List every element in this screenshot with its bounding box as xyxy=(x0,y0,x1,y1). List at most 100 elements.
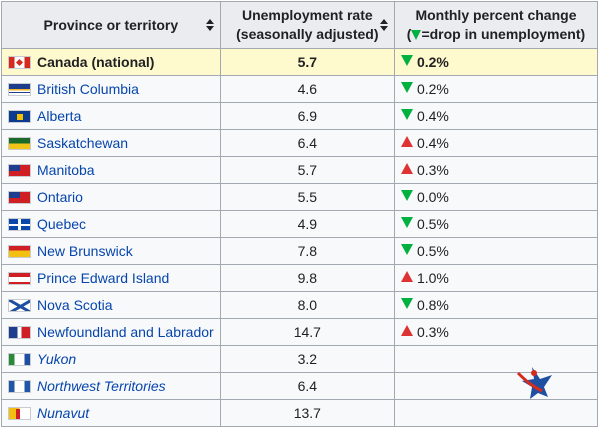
province-cell: Canada (national) xyxy=(1,48,221,76)
change-cell: 0.5% xyxy=(393,237,599,265)
up-triangle-icon xyxy=(400,271,413,282)
change-value: 0.2% xyxy=(416,54,449,70)
rate-cell: 5.5 xyxy=(219,183,395,211)
prince-edward-island-flag-icon[interactable] xyxy=(8,272,31,285)
table-row: Quebec 4.9 0.5% xyxy=(1,210,599,238)
province-link[interactable]: Yukon xyxy=(37,351,77,367)
province-cell: Saskatchewan xyxy=(1,129,221,157)
rate-header-line2: (seasonally adjusted) xyxy=(236,26,379,42)
rate-cell: 6.4 xyxy=(219,129,395,157)
province-link[interactable]: Nova Scotia xyxy=(37,297,113,313)
table-row: Nova Scotia 8.0 0.8% xyxy=(1,291,599,319)
down-triangle-icon xyxy=(411,30,422,40)
table-row: British Columbia 4.6 0.2% xyxy=(1,75,599,103)
down-triangle-icon xyxy=(400,244,413,255)
nova-scotia-flag-icon[interactable] xyxy=(8,299,31,312)
province-link[interactable]: Saskatchewan xyxy=(37,135,129,151)
alberta-flag-icon[interactable] xyxy=(8,110,31,123)
sort-icon[interactable] xyxy=(379,19,388,31)
change-cell: 0.4% xyxy=(393,129,599,157)
province-link[interactable]: Prince Edward Island xyxy=(37,270,170,286)
change-cell: 1.0% xyxy=(393,264,599,292)
change-value: 0.5% xyxy=(416,243,449,259)
nunavut-flag-icon[interactable] xyxy=(8,407,31,420)
change-header-line2-suffix: =drop in unemployment) xyxy=(421,26,586,42)
quebec-flag-icon[interactable] xyxy=(8,218,31,231)
new-brunswick-flag-icon[interactable] xyxy=(8,245,31,258)
british-columbia-flag-icon[interactable] xyxy=(8,83,31,96)
table-row: Alberta 6.9 0.4% xyxy=(1,102,599,130)
up-triangle-icon xyxy=(400,325,413,336)
northwest-territories-flag-icon[interactable] xyxy=(8,380,31,393)
change-header-line2-prefix: ( xyxy=(406,26,412,42)
change-cell: 0.3% xyxy=(393,318,599,346)
change-value: 0.4% xyxy=(416,135,449,151)
province-link[interactable]: Canada (national) xyxy=(37,54,155,70)
down-triangle-icon xyxy=(400,217,413,228)
province-cell: New Brunswick xyxy=(1,237,221,265)
saskatchewan-flag-icon[interactable] xyxy=(8,137,31,150)
province-link[interactable]: New Brunswick xyxy=(37,243,133,259)
change-cell: 0.0% xyxy=(393,183,599,211)
province-link[interactable]: British Columbia xyxy=(37,81,139,97)
rate-header-line1: Unemployment rate xyxy=(241,7,373,23)
table-row: Northwest Territories 6.4 xyxy=(1,372,599,400)
change-cell xyxy=(393,399,599,427)
province-cell: Newfoundland and Labrador xyxy=(1,318,221,346)
province-link[interactable]: Northwest Territories xyxy=(37,378,166,394)
province-cell: Yukon xyxy=(1,345,221,373)
down-triangle-icon xyxy=(400,298,413,309)
rate-cell: 9.8 xyxy=(219,264,395,292)
change-header-line1: Monthly percent change xyxy=(415,7,577,23)
down-triangle-icon xyxy=(400,109,413,120)
yukon-flag-icon[interactable] xyxy=(8,353,31,366)
province-cell: Quebec xyxy=(1,210,221,238)
rate-cell: 3.2 xyxy=(219,345,395,373)
change-cell: 0.8% xyxy=(393,291,599,319)
province-link[interactable]: Nunavut xyxy=(37,405,90,421)
rate-cell: 5.7 xyxy=(219,48,395,76)
new-world-education-logo xyxy=(516,367,552,399)
rate-cell: 13.7 xyxy=(219,399,395,427)
table-row: Saskatchewan 6.4 0.4% xyxy=(1,129,599,157)
rate-column-header[interactable]: Unemployment rate (seasonally adjusted) xyxy=(219,1,395,49)
down-triangle-icon xyxy=(400,82,413,93)
canada-flag-icon[interactable] xyxy=(8,56,31,69)
down-triangle-icon xyxy=(400,190,413,201)
change-value: 0.8% xyxy=(416,297,449,313)
province-cell: Prince Edward Island xyxy=(1,264,221,292)
province-link[interactable]: Quebec xyxy=(37,216,87,232)
table-row: Canada (national) 5.7 0.2% xyxy=(1,48,599,76)
down-triangle-icon xyxy=(400,55,413,66)
ontario-flag-icon[interactable] xyxy=(8,191,31,204)
province-cell: Nunavut xyxy=(1,399,221,427)
change-column-header[interactable]: Monthly percent change ( =drop in unemplo… xyxy=(393,1,599,49)
manitoba-flag-icon[interactable] xyxy=(8,164,31,177)
rate-cell: 4.6 xyxy=(219,75,395,103)
province-column-header[interactable]: Province or territory xyxy=(1,1,221,49)
table-row: Newfoundland and Labrador 14.7 0.3% xyxy=(1,318,599,346)
sort-icon[interactable] xyxy=(205,19,214,31)
table-row: Ontario 5.5 0.0% xyxy=(1,183,599,211)
rate-cell: 4.9 xyxy=(219,210,395,238)
newfoundland-and-labrador-flag-icon[interactable] xyxy=(8,326,31,339)
table-row: New Brunswick 7.8 0.5% xyxy=(1,237,599,265)
province-header-label: Province or territory xyxy=(43,16,179,33)
change-value: 0.2% xyxy=(416,81,449,97)
up-triangle-icon xyxy=(400,163,413,174)
table-row: Prince Edward Island 9.8 1.0% xyxy=(1,264,599,292)
rate-cell: 6.4 xyxy=(219,372,395,400)
change-cell: 0.2% xyxy=(393,75,599,103)
province-cell: Alberta xyxy=(1,102,221,130)
province-link[interactable]: Alberta xyxy=(37,108,82,124)
change-value: 0.5% xyxy=(416,216,449,232)
province-link[interactable]: Newfoundland and Labrador xyxy=(37,324,214,340)
change-value: 0.4% xyxy=(416,108,449,124)
rate-cell: 5.7 xyxy=(219,156,395,184)
province-cell: Ontario xyxy=(1,183,221,211)
province-link[interactable]: Manitoba xyxy=(37,162,95,178)
province-link[interactable]: Ontario xyxy=(37,189,83,205)
table-row: Nunavut 13.7 xyxy=(1,399,599,427)
province-cell: Northwest Territories xyxy=(1,372,221,400)
